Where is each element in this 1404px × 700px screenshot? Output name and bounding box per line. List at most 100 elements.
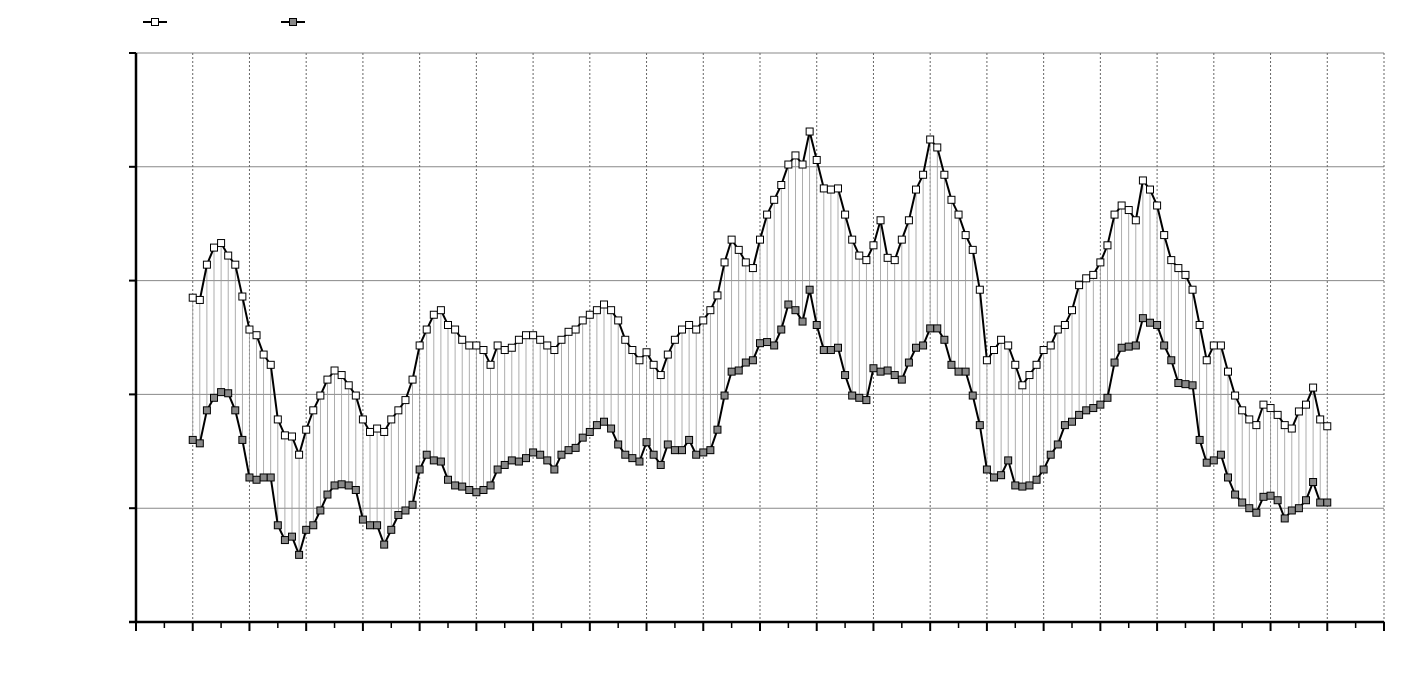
marker: [564, 327, 573, 336]
marker: [1195, 435, 1204, 444]
marker: [1110, 210, 1119, 219]
marker: [1060, 320, 1069, 329]
marker: [770, 341, 779, 350]
marker: [763, 338, 772, 347]
marker: [670, 446, 679, 455]
marker: [1302, 400, 1310, 409]
marker: [720, 258, 729, 267]
marker: [720, 391, 729, 400]
marker: [444, 475, 452, 484]
marker: [805, 285, 814, 294]
marker: [869, 241, 878, 250]
marker: [975, 421, 984, 430]
series-markers: [188, 127, 1332, 459]
marker: [429, 310, 438, 319]
marker: [819, 346, 828, 355]
marker: [387, 415, 396, 424]
marker: [890, 371, 899, 380]
marker: [1202, 356, 1211, 365]
marker: [1294, 504, 1303, 513]
marker: [557, 450, 566, 459]
marker: [897, 375, 906, 384]
marker: [479, 485, 488, 494]
marker: [734, 245, 743, 254]
marker: [543, 456, 552, 465]
marker: [642, 438, 651, 447]
marker: [1209, 341, 1218, 350]
marker: [585, 310, 594, 319]
marker: [812, 320, 821, 329]
marker: [1089, 270, 1098, 279]
marker: [784, 300, 793, 309]
marker: [600, 300, 608, 309]
marker: [231, 406, 240, 415]
marker: [592, 421, 601, 430]
marker: [273, 415, 282, 424]
marker: [288, 432, 296, 441]
marker: [486, 360, 495, 369]
marker: [408, 500, 417, 509]
marker: [798, 317, 807, 326]
marker: [500, 460, 509, 469]
marker: [1188, 285, 1197, 294]
marker: [841, 210, 850, 219]
marker: [436, 306, 445, 315]
marker: [451, 325, 460, 334]
marker: [954, 367, 963, 376]
marker: [195, 439, 204, 448]
marker: [571, 443, 580, 452]
marker: [351, 485, 360, 494]
marker: [245, 325, 254, 334]
marker: [961, 231, 970, 240]
marker: [1138, 176, 1147, 185]
marker: [635, 356, 644, 365]
marker: [1046, 341, 1055, 350]
marker: [1259, 400, 1268, 409]
marker: [791, 151, 800, 160]
marker: [309, 521, 318, 530]
marker: [1245, 504, 1254, 513]
marker: [1039, 346, 1048, 355]
marker: [429, 456, 438, 465]
marker: [1280, 421, 1289, 430]
marker: [763, 210, 772, 219]
marker: [628, 454, 637, 463]
marker: [848, 391, 857, 400]
marker: [670, 335, 679, 344]
marker: [954, 210, 963, 219]
marker: [295, 550, 304, 559]
marker: [734, 366, 743, 375]
marker: [522, 454, 530, 463]
marker: [777, 181, 786, 190]
marker: [1224, 473, 1232, 482]
marker: [741, 358, 750, 367]
marker: [1146, 185, 1154, 194]
marker: [1181, 270, 1190, 279]
marker: [756, 339, 764, 348]
marker: [1266, 491, 1275, 500]
marker: [1294, 407, 1303, 416]
marker: [238, 435, 247, 444]
marker: [699, 316, 708, 325]
marker: [1202, 458, 1211, 467]
marker: [458, 482, 467, 491]
legend: [143, 18, 305, 26]
marker: [1323, 422, 1332, 431]
marker: [522, 331, 530, 340]
marker: [1280, 514, 1289, 523]
marker: [685, 320, 694, 329]
marker: [961, 367, 970, 376]
marker: [550, 346, 559, 355]
marker: [1174, 264, 1183, 273]
marker: [784, 160, 793, 169]
marker: [266, 473, 275, 482]
marker: [990, 473, 998, 482]
marker: [323, 490, 332, 499]
marker: [805, 127, 814, 136]
legend-swatch: [151, 18, 159, 26]
marker: [947, 195, 956, 204]
marker: [401, 506, 410, 515]
marker: [188, 435, 197, 444]
marker: [1316, 498, 1325, 507]
marker: [202, 406, 211, 415]
